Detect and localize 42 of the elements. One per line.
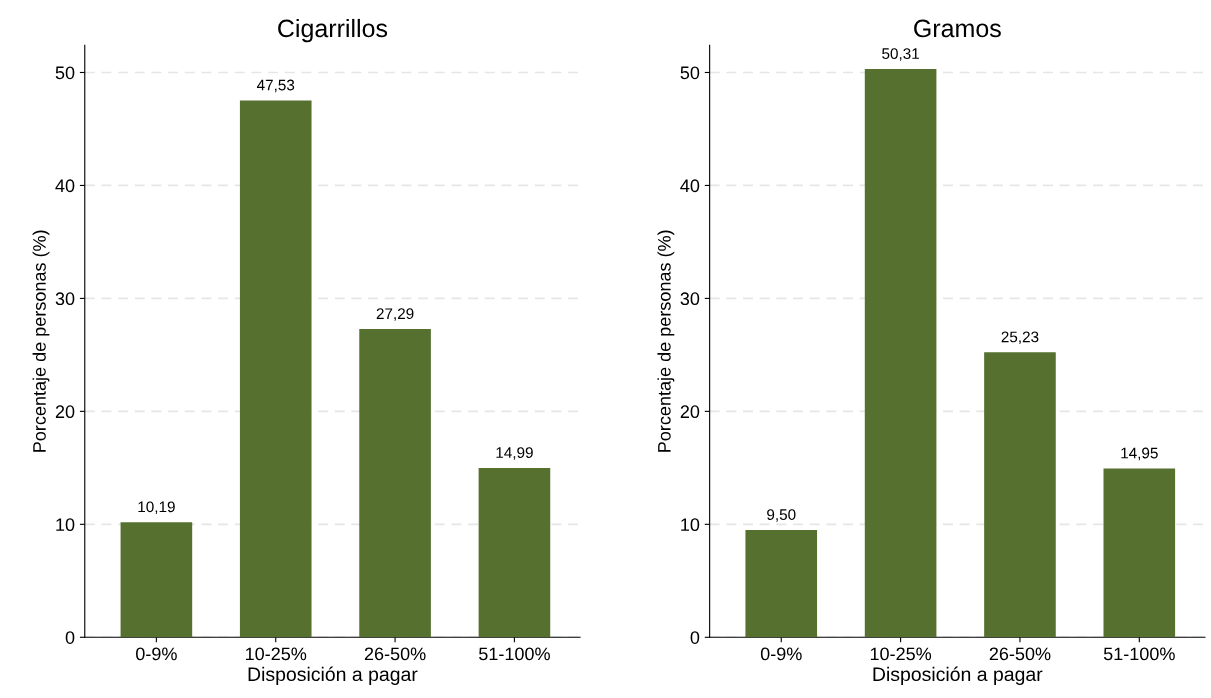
x-tick-label: 10-25% [870, 647, 932, 661]
y-tick-label: 30 [680, 292, 700, 306]
bar [745, 529, 818, 638]
y-tick-label: 0 [65, 631, 75, 644]
data-label: 27,29 [376, 308, 414, 321]
data-label: 14,95 [1121, 447, 1158, 461]
y-tick-label: 50 [680, 66, 700, 80]
bar [239, 100, 312, 638]
x-tick-label: 0-9% [760, 647, 802, 661]
data-label: 14,99 [496, 447, 533, 460]
bar [1103, 468, 1176, 638]
x-tick-label: 51-100% [1103, 647, 1175, 661]
y-axis-title: Porcentaje de personas (%) [32, 230, 50, 452]
x-tick-label: 10-25% [245, 647, 307, 661]
bar [120, 522, 193, 638]
y-tick-label: 10 [681, 518, 700, 532]
x-tick-label: 51-100% [479, 647, 550, 661]
x-tick-label: 26-50% [364, 647, 426, 661]
data-label: 9,50 [767, 509, 796, 522]
y-tick-label: 40 [55, 179, 75, 193]
y-tick-label: 30 [55, 292, 75, 306]
y-tick-label: 40 [680, 179, 700, 193]
data-label: 25,23 [1001, 331, 1039, 345]
x-tick-label: 26-50% [989, 647, 1051, 661]
data-label: 50,31 [882, 48, 919, 61]
chart-title: Gramos [914, 19, 1001, 38]
bar [864, 68, 937, 638]
x-tick-label: 0-9% [136, 647, 177, 661]
x-axis-title: Disposición a pagar [873, 666, 1043, 685]
bar [478, 467, 551, 638]
y-tick-label: 20 [55, 405, 75, 419]
bar [984, 352, 1056, 638]
data-label: 47,53 [256, 79, 295, 93]
y-tick-label: 50 [55, 66, 75, 80]
y-tick-label: 20 [680, 405, 700, 419]
y-axis-title: Porcentaje de personas (%) [657, 230, 675, 452]
chart-title: Cigarrillos [278, 18, 388, 43]
y-tick-label: 10 [56, 518, 75, 532]
x-axis-title: Disposición a pagar [248, 666, 418, 685]
y-tick-label: 0 [690, 631, 700, 644]
bar [359, 329, 431, 638]
data-label: 10,19 [138, 501, 175, 515]
